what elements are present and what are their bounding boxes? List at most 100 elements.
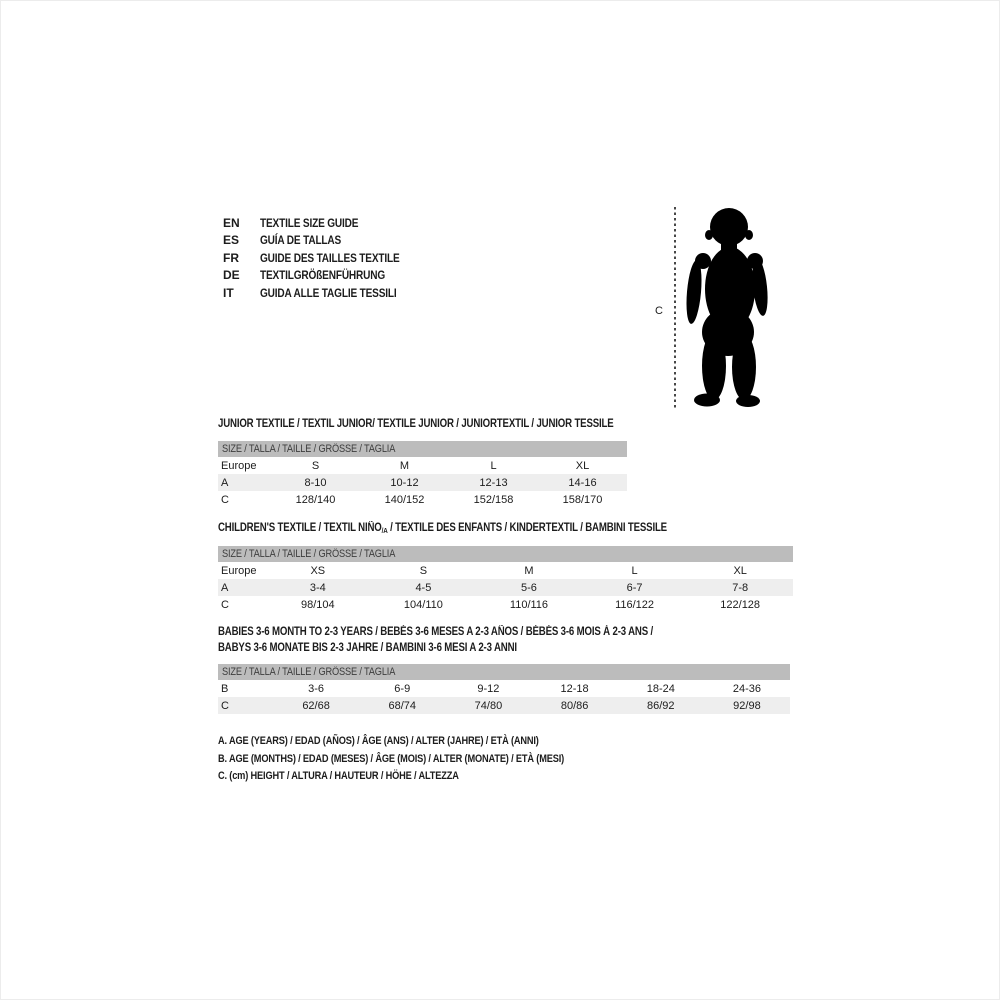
legend-label: GUIDE DES TAILLES TEXTILE — [260, 250, 400, 265]
language-code: EN — [223, 215, 240, 230]
row-label: C — [221, 699, 229, 712]
value-cell: 24-36 — [732, 682, 762, 695]
row-label: C — [221, 493, 229, 506]
value-cell: 14-16 — [568, 476, 597, 489]
value-cell: 68/74 — [388, 699, 417, 712]
key-line-a: A. AGE (YEARS) / EDAD (AÑOS) / ÂGE (ANS)… — [218, 735, 630, 753]
key-line-b: B. AGE (MONTHS) / EDAD (MESES) / ÂGE (MO… — [218, 753, 630, 771]
height-measure-dashed-line — [674, 207, 676, 408]
value-cell: 140/152 — [384, 493, 425, 506]
table-row-europe: Europe S M L XL — [218, 457, 627, 474]
row-label: Europe — [221, 564, 257, 577]
key-line-text: C. (cm) HEIGHT / ALTURA / HAUTEUR / HÖHE… — [218, 770, 459, 782]
value-cell: 86/92 — [647, 699, 675, 712]
value-cell: 18-24 — [646, 682, 675, 695]
value-cell: 6-9 — [394, 682, 411, 695]
table-row-age-months: B 3-6 6-9 9-12 12-18 18-24 24-36 — [218, 680, 790, 697]
language-code: IT — [223, 285, 234, 300]
language-legend: EN TEXTILE SIZE GUIDE ES GUÍA DE TALLAS … — [223, 214, 426, 302]
size-cell: S — [419, 564, 428, 577]
children-table-title: CHILDREN'S TEXTILE / TEXTIL NIÑO/A / TEX… — [218, 521, 752, 538]
language-code: ES — [223, 233, 240, 248]
key-line-text: A. AGE (YEARS) / EDAD (AÑOS) / ÂGE (ANS)… — [218, 735, 539, 747]
title-subscript: /A — [381, 526, 388, 535]
value-cell: 12-13 — [479, 476, 508, 489]
value-cell: 8-10 — [304, 476, 327, 489]
row-label: A — [221, 581, 229, 594]
legend-label: GUÍA DE TALLAS — [260, 233, 342, 248]
size-cell: S — [311, 459, 320, 472]
size-cell: XL — [733, 564, 747, 577]
junior-table-title: JUNIOR TEXTILE / TEXTIL JUNIOR/ TEXTILE … — [218, 417, 689, 431]
children-size-table: SIZE / TALLA / TAILLE / GRÖSSE / TAGLIA … — [218, 546, 793, 613]
size-cell: XS — [310, 564, 326, 577]
babies-table-title-line1: BABIES 3-6 MONTH TO 2-3 YEARS / BEBÉS 3-… — [218, 625, 736, 639]
children-table-title-text: CHILDREN'S TEXTILE / TEXTIL NIÑO/A / TEX… — [218, 521, 667, 538]
size-cell: L — [490, 459, 497, 472]
language-code: FR — [223, 250, 239, 265]
table-row-age: A 3-4 4-5 5-6 6-7 7-8 — [218, 579, 793, 596]
value-cell: 12-18 — [560, 682, 589, 695]
junior-table-title-text: JUNIOR TEXTILE / TEXTIL JUNIOR/ TEXTILE … — [218, 418, 614, 430]
legend-row-fr: FR GUIDE DES TAILLES TEXTILE — [223, 249, 426, 267]
table-row-europe: Europe XS S M L XL — [218, 562, 793, 579]
junior-size-table: SIZE / TALLA / TAILLE / GRÖSSE / TAGLIA … — [218, 441, 627, 508]
value-cell: 10-12 — [390, 476, 419, 489]
value-cell: 6-7 — [626, 581, 643, 594]
value-cell: 7-8 — [732, 581, 749, 594]
key-line-c: C. (cm) HEIGHT / ALTURA / HAUTEUR / HÖHE… — [218, 770, 630, 788]
value-cell: 92/98 — [733, 699, 761, 712]
size-header-label: SIZE / TALLA / TAILLE / GRÖSSE / TAGLIA — [222, 666, 396, 678]
size-cell: M — [524, 564, 534, 577]
size-header-label: SIZE / TALLA / TAILLE / GRÖSSE / TAGLIA — [222, 548, 396, 560]
babies-table-title-text: BABIES 3-6 MONTH TO 2-3 YEARS / BEBÉS 3-… — [218, 626, 654, 638]
legend-row-en: EN TEXTILE SIZE GUIDE — [223, 214, 426, 232]
table-row-height: C 98/104 104/110 110/116 116/122 122/128 — [218, 596, 793, 613]
size-cell: XL — [575, 459, 590, 472]
legend-row-de: DE TEXTILGRÖßENFÜHRUNG — [223, 267, 426, 285]
size-cell: L — [631, 564, 638, 577]
value-cell: 116/122 — [615, 598, 655, 611]
value-cell: 3-6 — [308, 682, 325, 695]
table-row-age: A 8-10 10-12 12-13 14-16 — [218, 474, 627, 491]
row-label: B — [221, 682, 229, 695]
value-cell: 128/140 — [295, 493, 336, 506]
value-cell: 122/128 — [720, 598, 761, 611]
size-header-bar: SIZE / TALLA / TAILLE / GRÖSSE / TAGLIA — [218, 546, 793, 562]
value-cell: 9-12 — [477, 682, 500, 695]
key-line-text: B. AGE (MONTHS) / EDAD (MESES) / ÂGE (MO… — [218, 752, 565, 765]
table-row-height: C 128/140 140/152 152/158 158/170 — [218, 491, 627, 508]
value-cell: 80/86 — [560, 699, 589, 712]
value-cell: 4-5 — [415, 581, 432, 594]
value-cell: 62/68 — [302, 699, 330, 712]
value-cell: 3-4 — [309, 581, 326, 594]
value-cell: 98/104 — [300, 598, 335, 611]
height-marker-label: C — [655, 305, 663, 317]
value-cell: 152/158 — [473, 493, 514, 506]
legend-label: GUIDA ALLE TAGLIE TESSILI — [260, 285, 397, 300]
legend-row-es: ES GUÍA DE TALLAS — [223, 232, 426, 250]
size-cell: M — [399, 459, 410, 472]
value-cell: 104/110 — [403, 598, 443, 611]
size-header-bar: SIZE / TALLA / TAILLE / GRÖSSE / TAGLIA — [218, 441, 627, 457]
table-row-height: C 62/68 68/74 74/80 80/86 86/92 92/98 — [218, 697, 790, 714]
legend-row-it: IT GUIDA ALLE TAGLIE TESSILI — [223, 284, 426, 302]
babies-table-title-text: BABYS 3-6 MONATE BIS 2-3 JAHRE / BAMBINI… — [218, 642, 517, 654]
row-label: Europe — [221, 459, 257, 472]
value-cell: 158/170 — [562, 493, 603, 506]
value-cell: 74/80 — [474, 699, 503, 712]
legend-label: TEXTILGRÖßENFÜHRUNG — [260, 268, 386, 283]
babies-table-title-line2: BABYS 3-6 MONATE BIS 2-3 JAHRE / BAMBINI… — [218, 641, 574, 655]
title-segment: / TEXTILE DES ENFANTS / KINDERTEXTIL / B… — [387, 522, 667, 534]
title-segment: CHILDREN'S TEXTILE / TEXTIL NIÑO — [218, 522, 382, 534]
toddler-silhouette-image — [686, 208, 768, 407]
value-cell: 5-6 — [521, 581, 537, 594]
measure-key: A. AGE (YEARS) / EDAD (AÑOS) / ÂGE (ANS)… — [218, 735, 630, 788]
size-header-label: SIZE / TALLA / TAILLE / GRÖSSE / TAGLIA — [222, 443, 396, 455]
row-label: A — [221, 476, 229, 489]
legend-label: TEXTILE SIZE GUIDE — [260, 215, 359, 230]
language-code: DE — [223, 268, 240, 283]
row-label: C — [221, 598, 229, 611]
value-cell: 110/116 — [509, 598, 549, 611]
